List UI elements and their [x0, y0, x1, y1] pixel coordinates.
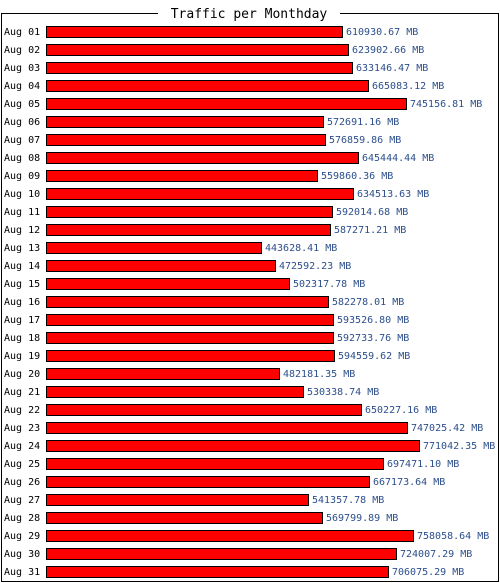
bar-value-label: 530338.74 MB — [307, 387, 379, 398]
y-tick-label: Aug 05 — [4, 99, 40, 110]
bar-group: Aug 01 610930.67 MB Aug 02 623902.66 MB Aug … — [4, 26, 495, 578]
y-tick-label: Aug 21 — [4, 387, 40, 398]
y-tick-label: Aug 17 — [4, 315, 40, 326]
bar — [46, 278, 290, 290]
bar-value-label: 667173.64 MB — [373, 477, 445, 488]
bar-value-label: 633146.47 MB — [356, 63, 428, 74]
bar-value-label: 593526.80 MB — [337, 315, 409, 326]
bar — [46, 206, 333, 218]
y-tick-label: Aug 25 — [4, 459, 40, 470]
y-tick-label: Aug 30 — [4, 549, 40, 560]
bar — [46, 80, 369, 92]
bar-value-label: 697471.10 MB — [387, 459, 459, 470]
bar — [46, 440, 420, 452]
y-tick-label: Aug 23 — [4, 423, 40, 434]
bar — [46, 386, 304, 398]
bar-value-label: 587271.21 MB — [334, 225, 406, 236]
bar — [46, 224, 331, 236]
bar — [46, 422, 408, 434]
bar-value-label: 569799.89 MB — [326, 513, 398, 524]
bar — [46, 134, 326, 146]
bar — [46, 512, 323, 524]
y-tick-label: Aug 11 — [4, 207, 40, 218]
bar — [46, 260, 276, 272]
bar-value-label: 482181.35 MB — [283, 369, 355, 380]
bar — [46, 98, 407, 110]
bar — [46, 548, 397, 560]
bar-value-label: 623902.66 MB — [352, 45, 424, 56]
y-tick-label: Aug 07 — [4, 135, 40, 146]
bar-value-label: 576859.86 MB — [329, 135, 401, 146]
y-tick-label: Aug 28 — [4, 513, 40, 524]
bar-value-label: 443628.41 MB — [265, 243, 337, 254]
y-tick-label: Aug 02 — [4, 45, 40, 56]
bar-value-label: 572691.16 MB — [327, 117, 399, 128]
bar — [46, 332, 334, 344]
bar-value-label: 559860.36 MB — [321, 171, 393, 182]
y-tick-label: Aug 20 — [4, 369, 40, 380]
bar — [46, 314, 334, 326]
bar — [46, 350, 335, 362]
y-tick-label: Aug 14 — [4, 261, 40, 272]
bar — [46, 62, 353, 74]
bar-value-label: 592733.76 MB — [337, 333, 409, 344]
y-tick-label: Aug 29 — [4, 531, 40, 542]
bar — [46, 566, 389, 578]
bar — [46, 242, 262, 254]
bar-value-label: 502317.78 MB — [293, 279, 365, 290]
bar — [46, 170, 318, 182]
bar-value-label: 665083.12 MB — [372, 81, 444, 92]
bar-value-label: 472592.23 MB — [279, 261, 351, 272]
y-tick-label: Aug 16 — [4, 297, 40, 308]
bar — [46, 44, 349, 56]
bar — [46, 26, 343, 38]
y-tick-label: Aug 31 — [4, 567, 40, 578]
y-tick-label: Aug 12 — [4, 225, 40, 236]
bar — [46, 152, 359, 164]
y-tick-label: Aug 01 — [4, 27, 40, 38]
bar-value-label: 634513.63 MB — [357, 189, 429, 200]
y-tick-label: Aug 15 — [4, 279, 40, 290]
bar-value-label: 592014.68 MB — [336, 207, 408, 218]
bar-value-label: 771042.35 MB — [423, 441, 495, 452]
bar-value-label: 582278.01 MB — [332, 297, 404, 308]
y-tick-label: Aug 27 — [4, 495, 40, 506]
y-tick-label: Aug 19 — [4, 351, 40, 362]
y-tick-label: Aug 09 — [4, 171, 40, 182]
y-tick-label: Aug 08 — [4, 153, 40, 164]
bar-value-label: 645444.44 MB — [362, 153, 434, 164]
bar-value-label: 745156.81 MB — [410, 99, 482, 110]
bar-value-label: 724007.29 MB — [400, 549, 472, 560]
bar-value-label: 650227.16 MB — [365, 405, 437, 416]
bar — [46, 530, 414, 542]
bar — [46, 368, 280, 380]
y-tick-label: Aug 24 — [4, 441, 40, 452]
bar — [46, 188, 354, 200]
y-tick-label: Aug 04 — [4, 81, 40, 92]
bar-value-label: 541357.78 MB — [312, 495, 384, 506]
bar — [46, 494, 309, 506]
bar — [46, 404, 362, 416]
bar-value-label: 758058.64 MB — [417, 531, 489, 542]
y-tick-label: Aug 18 — [4, 333, 40, 344]
y-tick-label: Aug 06 — [4, 117, 40, 128]
bar-value-label: 610930.67 MB — [346, 27, 418, 38]
chart-title-backdrop — [158, 4, 340, 22]
bar — [46, 296, 329, 308]
y-tick-label: Aug 10 — [4, 189, 40, 200]
chart-title: Traffic per Monthday — [171, 7, 328, 22]
bar-value-label: 706075.29 MB — [392, 567, 464, 578]
bar — [46, 116, 324, 128]
y-tick-label: Aug 13 — [4, 243, 40, 254]
y-tick-label: Aug 03 — [4, 63, 40, 74]
bar-value-label: 747025.42 MB — [411, 423, 483, 434]
y-tick-label: Aug 26 — [4, 477, 40, 488]
bar-value-label: 594559.62 MB — [338, 351, 410, 362]
bar — [46, 476, 370, 488]
bar — [46, 458, 384, 470]
y-tick-label: Aug 22 — [4, 405, 40, 416]
